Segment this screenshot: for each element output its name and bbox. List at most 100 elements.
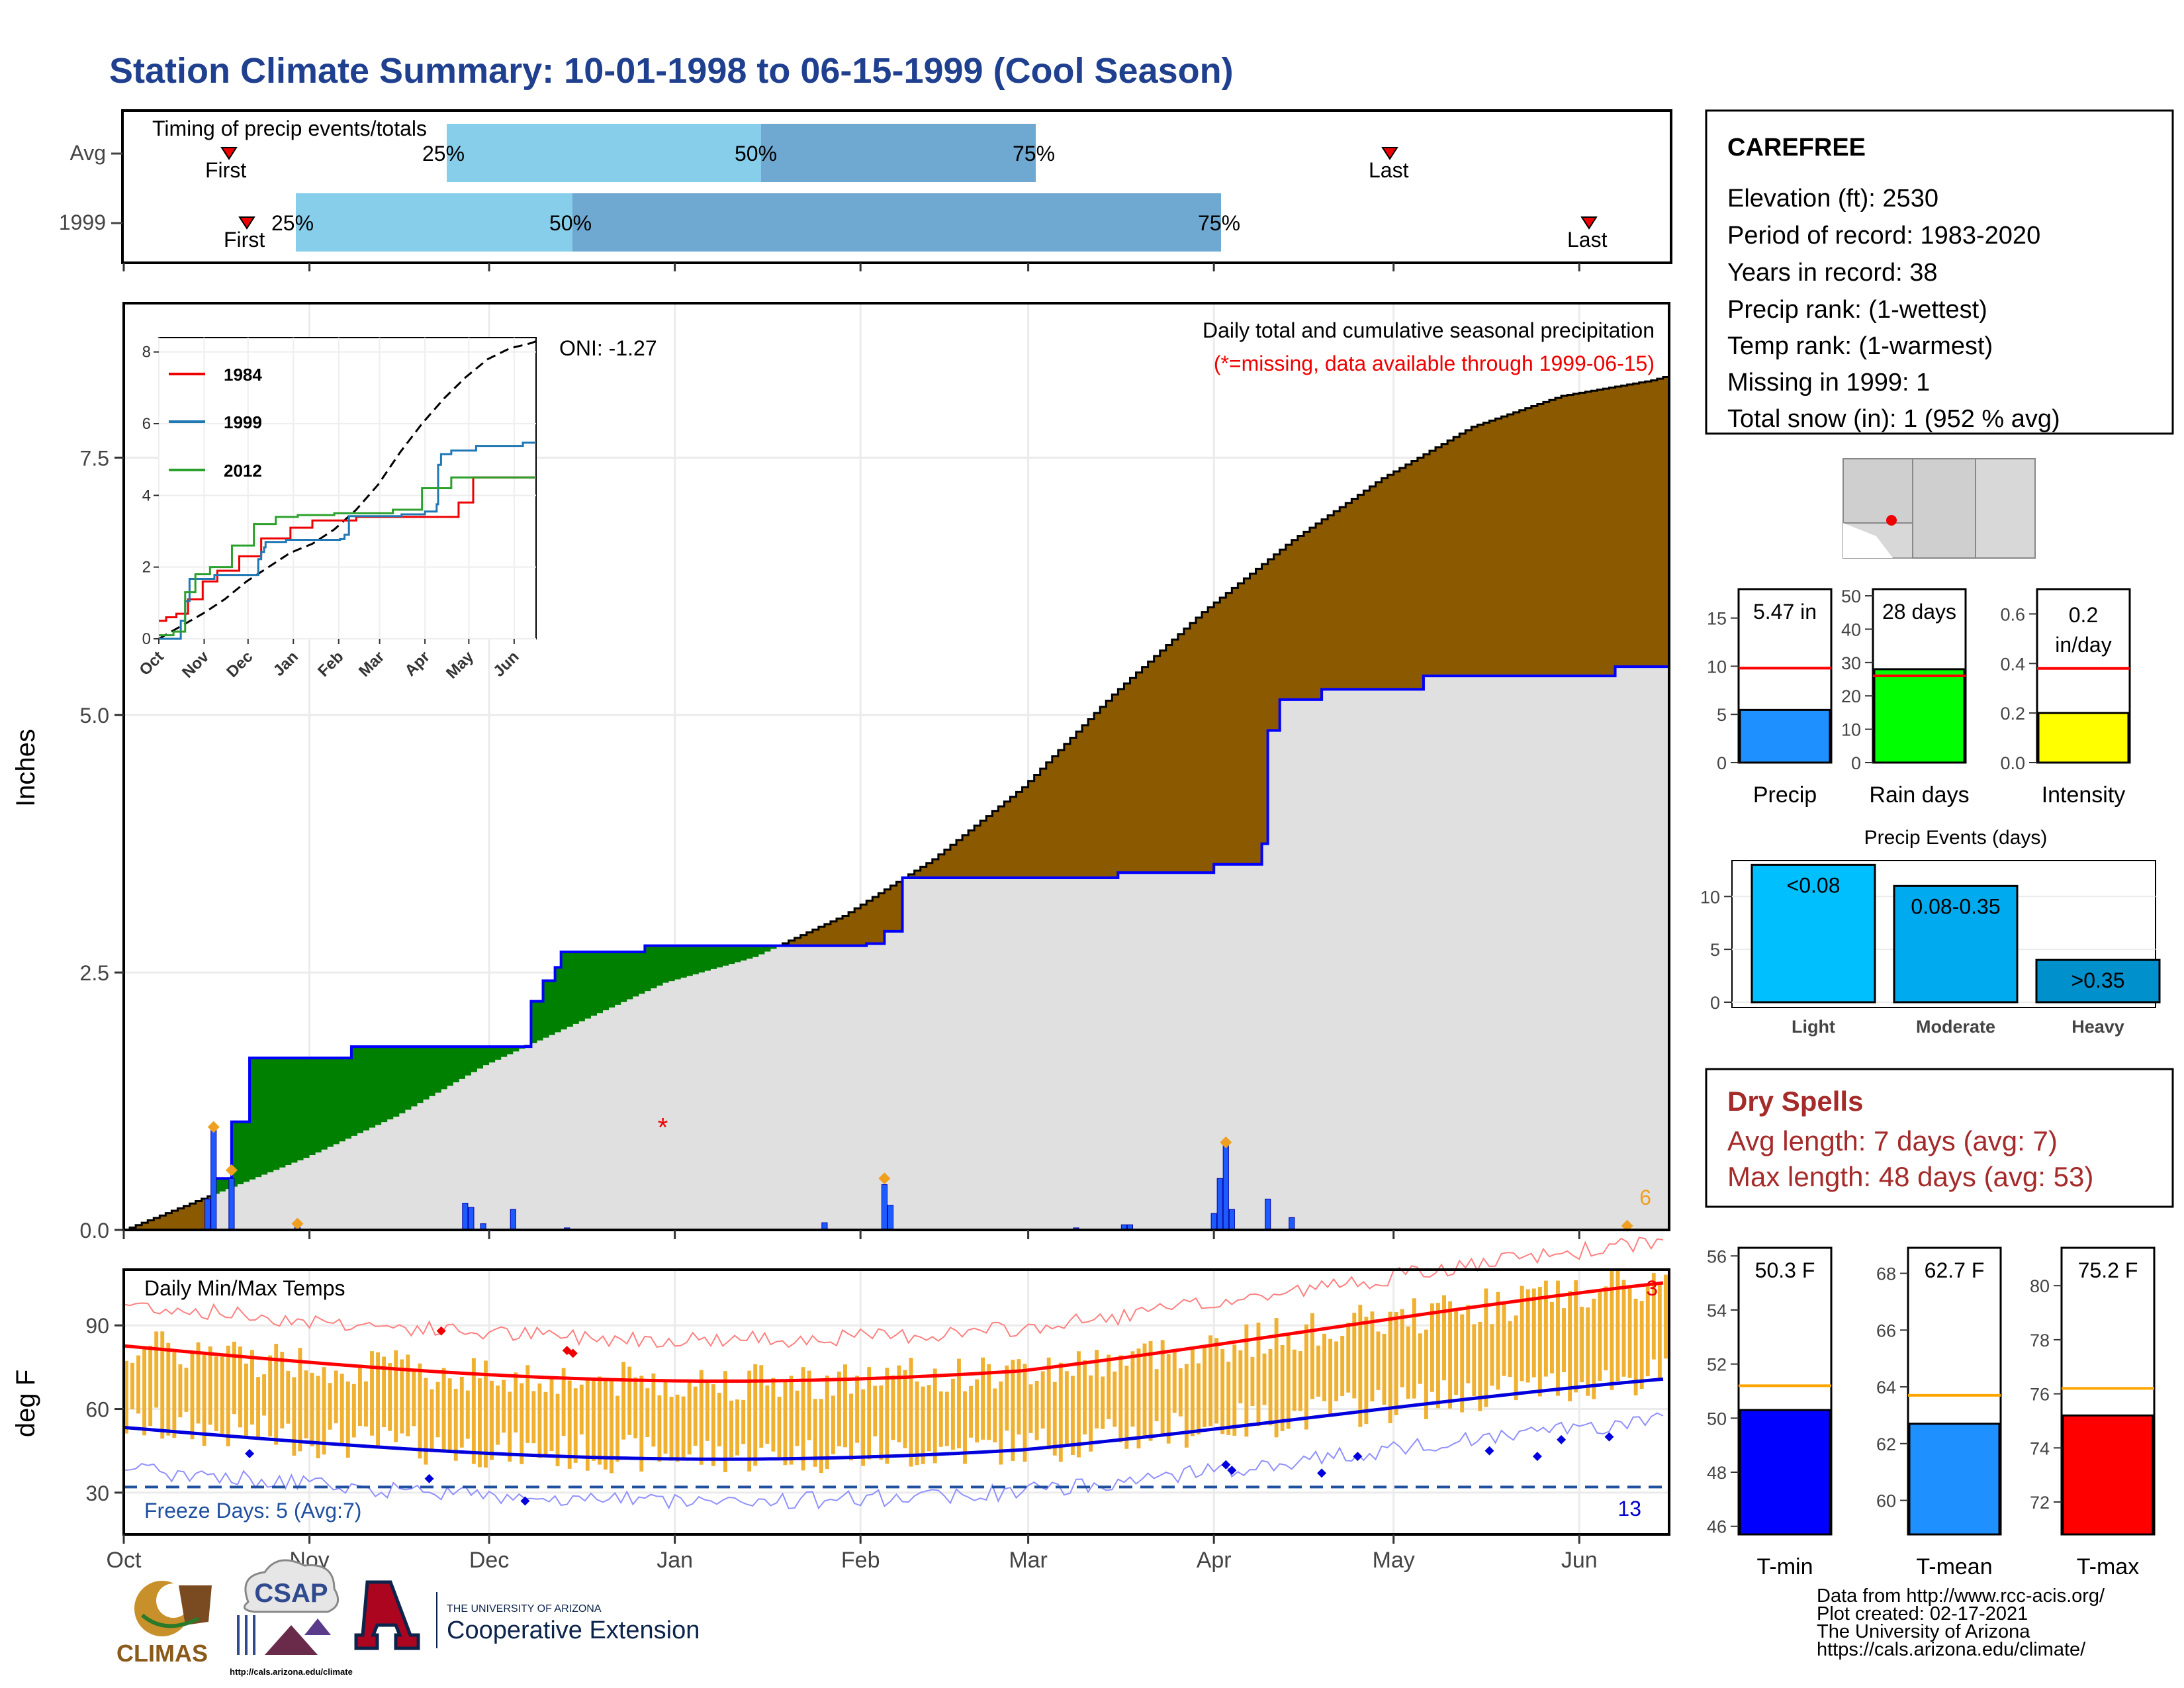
daily-temp-bar [268,1355,273,1436]
daily-temp-bar [1364,1317,1369,1425]
daily-temp-bar [855,1376,860,1443]
average-low-line [123,1377,1664,1461]
climas-logo: CLIMAS [116,1581,212,1667]
y1999-first-label: First [224,228,265,252]
daily-temp-bar [1064,1371,1069,1446]
daily-temp-bar [1316,1345,1320,1397]
side-ytick: 50 [1707,1409,1727,1429]
avg-25-50-bar [447,124,761,182]
daily-precip-bar [881,1184,887,1231]
y1999-50-75-bar [572,193,1221,252]
daily-temp-bar [549,1376,554,1451]
daily-temp-bar [184,1368,189,1412]
daily-temp-bar [675,1394,680,1462]
daily-temp-bar [1178,1368,1183,1417]
daily-temp-bar [502,1380,506,1433]
daily-temp-bar [729,1400,733,1458]
temp-ytick: 30 [85,1481,109,1505]
inset-ytick: 8 [142,344,151,361]
daily-temp-bar [1568,1291,1572,1401]
daily-temp-bar [316,1376,320,1458]
y1999-last-label: Last [1567,228,1608,252]
climas-logo-text: CLIMAS [116,1640,208,1667]
daily-temp-bar [735,1399,740,1456]
daily-temp-bar [226,1345,230,1446]
freeze-label: Freeze Days: 5 (Avg:7) [144,1499,361,1523]
daily-precip-bar [1216,1178,1223,1231]
daily-temp-bar [1580,1307,1584,1383]
daily-temp-bar [873,1385,878,1436]
main-caption-missing: (*=missing, data available through 1999-… [1214,352,1655,375]
university-arizona-logo: THE UNIVERSITY OF ARIZONA Cooperative Ex… [354,1580,700,1650]
side-ytick: 15 [1707,609,1727,629]
snow-marker [225,1164,238,1176]
daily-temp-bar [1442,1295,1446,1381]
daily-temp-bar [1172,1352,1177,1413]
credit-line-4: https://cals.arizona.edu/climate/ [1817,1639,2086,1660]
daily-temp-bar [1574,1280,1578,1393]
daily-temp-bar [1298,1351,1302,1411]
daily-temp-bar [1130,1351,1135,1427]
inset-ytick: 6 [142,415,151,433]
daily-temp-bar [717,1393,721,1446]
daily-temp-bar [615,1395,620,1462]
daily-temp-bar [1543,1280,1548,1377]
daily-temp-bar [1148,1340,1153,1441]
side-ytick: 0.4 [2000,654,2025,674]
inset-ytick: 0 [142,630,151,648]
record-high-marker [568,1348,578,1358]
daily-temp-bar [1166,1354,1171,1444]
daily-temp-bar [424,1378,428,1465]
daily-temp-bar [1615,1269,1620,1381]
daily-temp-bar [909,1358,913,1467]
daily-temp-bar [1358,1305,1363,1427]
daily-temp-bar [1370,1311,1375,1401]
event-category-label: Light [1792,1017,1835,1037]
side-ytick: 40 [1841,620,1861,639]
station-line-7: Total snow (in): 1 (952 % avg) [1727,405,2060,433]
daily-temp-bar [232,1341,236,1415]
daily-temp-bar [453,1389,458,1461]
month-label: Mar [1009,1548,1048,1573]
bar-label: T-mean [1916,1554,1992,1579]
month-label: Apr [1197,1548,1232,1573]
daily-temp-bar [1005,1365,1009,1431]
daily-temp-bar [639,1376,644,1472]
daily-temp-bar [651,1373,656,1447]
timing-title: Timing of precip events/totals [152,117,427,140]
daily-temp-bar [1028,1384,1033,1433]
event-bar-moderate [1893,884,2019,1004]
events-ytick: 5 [1710,940,1720,960]
inset-legend-1984: 1984 [224,365,262,385]
daily-temp-bar [1070,1376,1075,1456]
value-unit-label: in/day [2055,633,2111,657]
daily-precip-bar [210,1126,217,1231]
timing-panel: Timing of precip events/totals Avg 1999 … [59,109,1672,271]
daily-temp-bar [537,1383,542,1458]
month-label: May [1373,1548,1415,1573]
daily-temp-bar [208,1346,212,1425]
daily-temp-bar [1011,1360,1015,1461]
daily-temp-bar [993,1388,997,1442]
temp-panel: Daily Min/Max Temps Freeze Days: 5 (Avg:… [11,1237,1670,1573]
temp-title: Daily Min/Max Temps [144,1276,345,1300]
daily-temp-bar [657,1395,662,1462]
daily-temp-bar [250,1350,254,1425]
snow-marker [878,1172,891,1185]
daily-temp-bar [573,1388,578,1463]
daily-temp-bar [837,1371,841,1446]
daily-precip-bar [1228,1209,1235,1231]
daily-temp-bar [1531,1288,1536,1378]
record-high-line [123,1237,1664,1348]
year-cumulative-line [124,665,1669,1231]
daily-temp-bar [1214,1338,1219,1424]
daily-temp-bar [310,1372,314,1446]
daily-temp-bar [345,1381,350,1458]
event-count: 6 [1639,1186,1651,1209]
timing-row-avg: Avg [69,141,106,165]
daily-temp-bar [867,1367,872,1460]
side-ytick: 48 [1707,1463,1727,1483]
y1999-50-label: 50% [549,211,592,235]
daily-temp-bar [627,1366,632,1435]
daily-temp-bar [1525,1289,1530,1383]
